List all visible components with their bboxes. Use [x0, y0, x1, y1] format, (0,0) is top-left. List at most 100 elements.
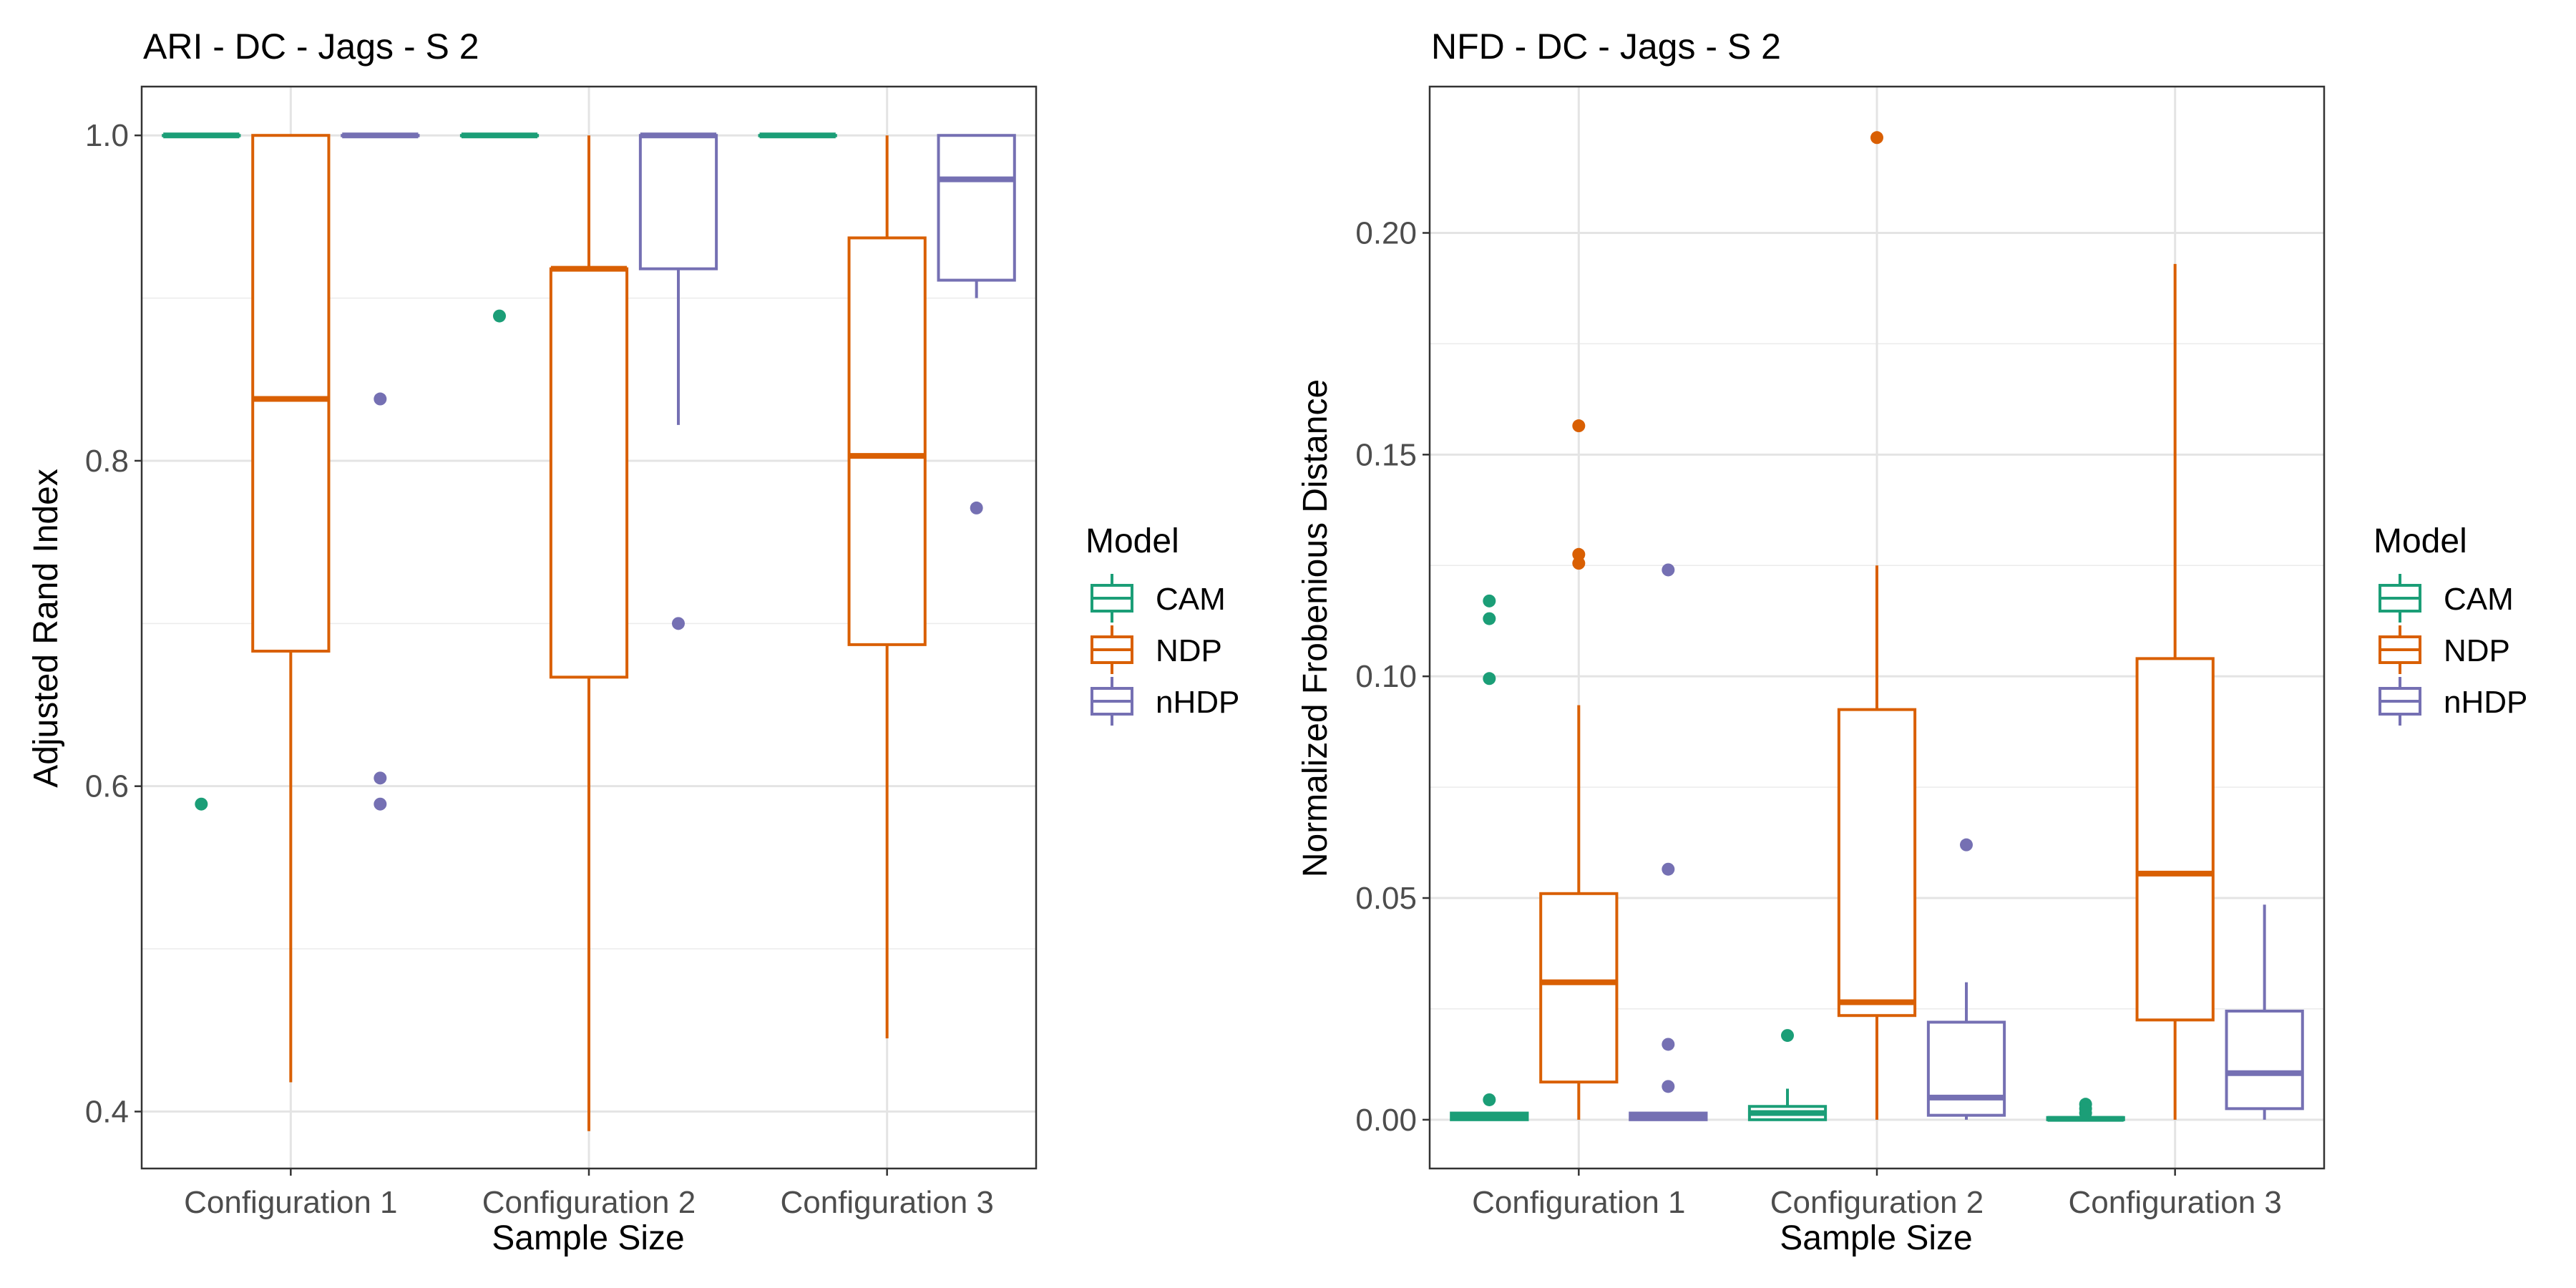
legend-title: Model [1085, 522, 1179, 560]
y-ticks: 0.00 0.05 0.10 0.15 0.20 [1355, 215, 1430, 1138]
y-tick-label: 0.10 [1355, 659, 1417, 694]
x-tick-label: Configuration 3 [780, 1185, 993, 1220]
box-body [1926, 1020, 2006, 1117]
x-tick-label: Configuration 2 [482, 1185, 696, 1220]
outlier-point [672, 617, 685, 630]
box-cam-configuration-1 [162, 132, 241, 811]
legend-label: NDP [2444, 633, 2510, 668]
x-tick-label: Configuration 2 [1770, 1185, 1984, 1220]
outlier-point [1572, 547, 1586, 561]
nfd-panel: NFD - DC - Jags - S 2 Normalized Frobeni… [1297, 26, 2527, 1257]
box-nhdp-configuration-1 [1629, 563, 1708, 1121]
legend-key [2379, 677, 2421, 726]
box-ndp-configuration-1 [251, 134, 331, 1083]
outlier-point [1572, 557, 1586, 570]
outlier-point [1483, 612, 1496, 625]
outlier-point [1483, 672, 1496, 686]
ari-panel: ARI - DC - Jags - S 2 Adjusted Rand Inde… [27, 26, 1239, 1257]
legend-key [1091, 677, 1133, 726]
box-nhdp-configuration-2 [638, 132, 718, 630]
y-tick-label: 0.05 [1355, 881, 1417, 916]
outlier-point [2079, 1106, 2092, 1120]
box-body [2135, 657, 2215, 1022]
box-body [549, 267, 629, 679]
outlier-point [374, 771, 387, 785]
x-axis-label: Sample Size [1780, 1219, 1972, 1257]
legend-key [2379, 625, 2421, 674]
legend-key [1091, 625, 1133, 674]
box-body [251, 134, 331, 653]
outlier-point [1960, 838, 1973, 852]
legend-key [1091, 574, 1133, 623]
box-cam-configuration-2 [1747, 1029, 1828, 1121]
outlier-point [374, 392, 387, 406]
x-tick-label: Configuration 3 [2068, 1185, 2281, 1220]
outlier-point [374, 797, 387, 811]
box-ndp-configuration-2 [1837, 131, 1917, 1120]
outlier-point [1662, 862, 1675, 876]
legend-item-cam: CAM [1091, 574, 1226, 623]
outlier-point [1781, 1029, 1794, 1043]
legend-item-ndp: NDP [2379, 625, 2510, 674]
y-axis-label: Normalized Frobenious Distance [1297, 379, 1335, 877]
outlier-point [970, 501, 983, 514]
chart-title: NFD - DC - Jags - S 2 [1431, 26, 1781, 67]
legend-item-ndp: NDP [1091, 625, 1222, 674]
y-tick-label: 0.00 [1355, 1103, 1417, 1138]
legend-item-nhdp: nHDP [2379, 677, 2527, 726]
x-tick-label: Configuration 1 [184, 1185, 397, 1220]
box-body [1837, 708, 1917, 1018]
outlier-point [1662, 563, 1675, 577]
box-nhdp-configuration-1 [341, 132, 420, 811]
y-axis-label: Adjusted Rand Index [27, 469, 65, 788]
legend-label: CAM [1156, 582, 1226, 617]
legend: Model CAM NDP nHDP [1085, 522, 1239, 726]
box-ndp-configuration-1 [1539, 419, 1619, 1120]
legend: Model CAM NDP nHDP [2373, 522, 2527, 726]
box-cam-configuration-3 [758, 132, 837, 139]
outlier-point [195, 797, 208, 811]
legend-item-nhdp: nHDP [1091, 677, 1239, 726]
box-ndp-configuration-2 [549, 135, 629, 1131]
plot-marks [1450, 131, 2304, 1122]
box-body [1539, 892, 1619, 1084]
y-tick-label: 0.15 [1355, 437, 1417, 472]
y-tick-label: 0.20 [1355, 215, 1417, 250]
box-body [937, 134, 1016, 282]
box-nhdp-configuration-3 [937, 134, 1016, 514]
box-body [638, 134, 718, 270]
x-ticks: Configuration 1 Configuration 2 Configurat… [184, 1169, 994, 1220]
chart-title: ARI - DC - Jags - S 2 [143, 26, 479, 67]
plot-marks [162, 132, 1016, 1131]
outlier-point [1662, 1038, 1675, 1051]
box-cam-configuration-1 [1450, 594, 1529, 1121]
box-body [847, 236, 927, 646]
outlier-point [493, 309, 506, 323]
y-tick-label: 1.0 [85, 118, 129, 153]
box-nhdp-configuration-2 [1926, 838, 2006, 1120]
box-ndp-configuration-3 [847, 135, 927, 1039]
outlier-point [1483, 594, 1496, 608]
outlier-point [1870, 131, 1883, 145]
y-ticks: 0.4 0.6 0.8 1.0 [85, 118, 142, 1129]
y-tick-label: 0.8 [85, 444, 129, 479]
legend-label: nHDP [1156, 685, 1239, 720]
outlier-point [1483, 1093, 1496, 1106]
box-ndp-configuration-3 [2135, 263, 2215, 1120]
box-cam-configuration-2 [459, 132, 540, 323]
x-axis-label: Sample Size [492, 1219, 684, 1257]
legend-label: NDP [1156, 633, 1222, 668]
box-nhdp-configuration-3 [2225, 904, 2304, 1120]
outlier-point [1572, 419, 1586, 433]
legend-item-cam: CAM [2379, 574, 2514, 623]
y-tick-label: 0.4 [85, 1094, 129, 1129]
y-tick-label: 0.6 [85, 769, 129, 804]
legend-title: Model [2373, 522, 2467, 560]
legend-label: nHDP [2444, 685, 2527, 720]
x-ticks: Configuration 1 Configuration 2 Configurat… [1472, 1169, 2282, 1220]
legend-label: CAM [2444, 582, 2514, 617]
box-body [2225, 1010, 2304, 1111]
legend-key [2379, 574, 2421, 623]
x-tick-label: Configuration 1 [1472, 1185, 1685, 1220]
